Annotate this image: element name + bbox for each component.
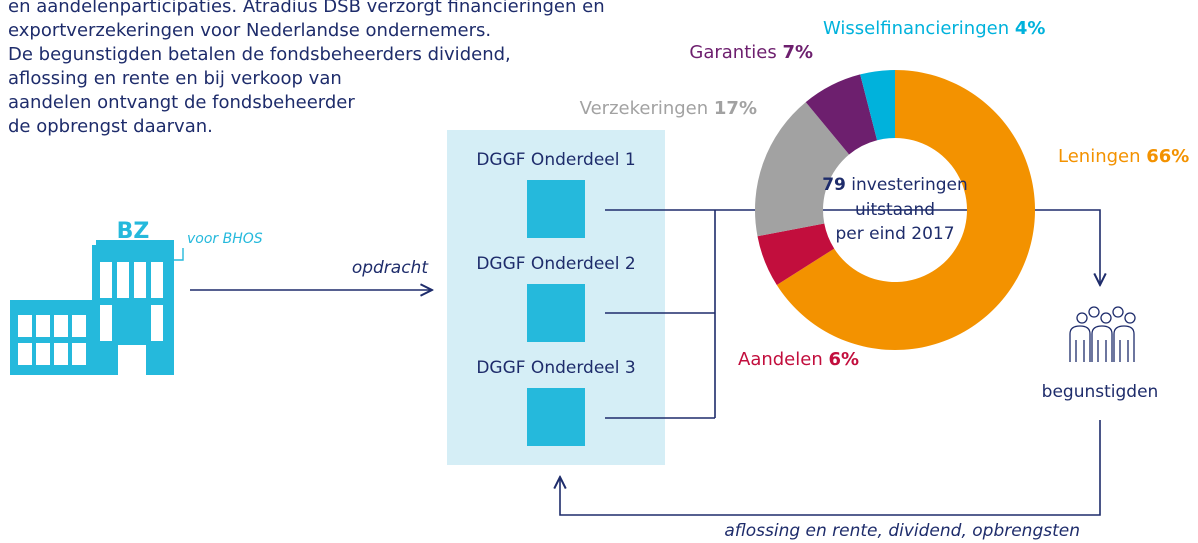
intro-line: exportverzekeringen voor Nederlandse ond… [8, 20, 491, 41]
building-icon [10, 240, 174, 375]
part-label: DGGF Onderdeel 3 [476, 358, 635, 378]
donut-segment [757, 223, 835, 286]
part-square [527, 284, 585, 342]
intro-line: aflossing en rente en bij verkoop van [8, 68, 342, 89]
segment-name: Leningen [1058, 146, 1141, 167]
segment-value: 66% [1146, 146, 1189, 167]
part-label: DGGF Onderdeel 1 [476, 150, 635, 170]
note-connector [170, 248, 184, 261]
donut-segment [805, 74, 878, 155]
segment-value: 7% [782, 42, 813, 63]
donut-segment [776, 70, 1035, 351]
segment-value: 6% [828, 349, 859, 370]
segment-value: 17% [714, 98, 757, 119]
part-square [527, 388, 585, 446]
part-label: DGGF Onderdeel 2 [476, 254, 635, 274]
center-text: investeringen [851, 175, 968, 195]
center-first-line: 79 investeringen [822, 175, 968, 195]
to-recipients-arrow [715, 209, 1100, 285]
segment-name: Aandelen [738, 349, 823, 370]
fund-connectors [605, 209, 716, 419]
return-arrow [560, 420, 1101, 516]
segment-value: 4% [1015, 18, 1046, 39]
return-label: aflossing en rente, dividend, opbrengste… [724, 521, 1080, 541]
segment-label: Wisselfinancieringen 4% [823, 18, 1045, 39]
center-text: uitstaand [855, 200, 935, 220]
segment-label: Verzekeringen 17% [580, 98, 757, 119]
people-icon [1069, 306, 1136, 362]
donut-segment [755, 102, 850, 237]
segment-name: Verzekeringen [580, 98, 709, 119]
center-text: per eind 2017 [835, 224, 954, 244]
segment-label: Garanties 7% [689, 42, 813, 63]
order-label: opdracht [352, 258, 430, 278]
part-square [527, 180, 585, 238]
intro-line: aandelen ontvangt de fondsbeheerder [8, 92, 355, 113]
donut-segment [860, 70, 895, 141]
center-number: 79 [822, 175, 846, 195]
segment-name: Wisselfinancieringen [823, 18, 1009, 39]
intro-line: en aandelenparticipaties. Atradius DSB v… [8, 0, 605, 17]
intro-line: de opbrengst daarvan. [8, 116, 213, 137]
segment-label: Leningen 66% [1058, 146, 1189, 167]
building-note: voor BHOS [187, 231, 263, 247]
segment-name: Garanties [689, 42, 776, 63]
intro-text: en aandelenparticipaties. Atradius DSB v… [8, 0, 605, 137]
building-label: BZ [117, 219, 150, 244]
recipients-label: begunstigden [1042, 382, 1159, 402]
intro-line: De begunstigden betalen de fondsbeheerde… [8, 44, 511, 65]
segment-label: Aandelen 6% [738, 349, 859, 370]
